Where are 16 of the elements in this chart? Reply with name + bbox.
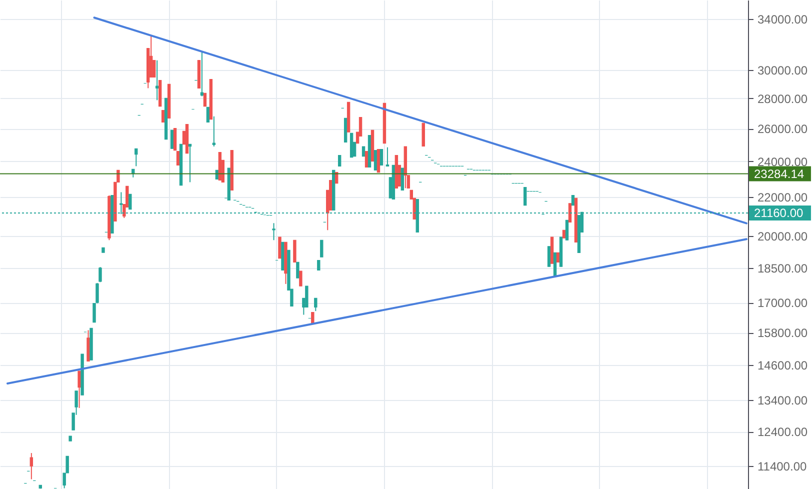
y-tick-label: 14600.00: [758, 358, 808, 372]
ref-line-label: 21160.00: [754, 206, 804, 220]
y-tick-label: 13400.00: [758, 393, 808, 408]
y-tick-label: 12400.00: [758, 425, 808, 440]
y-tick-label: 20000.00: [758, 230, 808, 244]
y-tick-label: 24000.00: [758, 154, 808, 169]
y-tick-label: 15800.00: [758, 326, 808, 340]
y-tick-label: 30000.00: [758, 64, 808, 78]
y-tick-label: 11400.00: [758, 460, 807, 474]
ref-line-label: 23284.14: [754, 166, 804, 181]
y-tick-label: 17000.00: [758, 296, 808, 310]
y-tick-label: 28000.00: [758, 92, 808, 106]
y-tick-label: 22000.00: [758, 190, 808, 205]
y-tick-label: 26000.00: [758, 122, 808, 136]
y-tick-label: 34000.00: [758, 12, 808, 26]
y-tick-label: 18500.00: [758, 261, 808, 276]
